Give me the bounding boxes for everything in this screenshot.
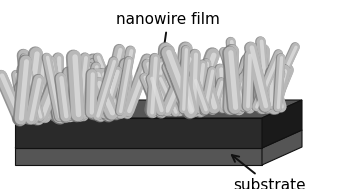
Text: substrate: substrate (232, 155, 306, 189)
Polygon shape (15, 100, 302, 118)
Polygon shape (15, 118, 262, 148)
Text: nanowire film: nanowire film (116, 12, 220, 70)
Polygon shape (15, 148, 262, 165)
Polygon shape (262, 130, 302, 165)
Polygon shape (15, 130, 302, 148)
Polygon shape (262, 100, 302, 148)
